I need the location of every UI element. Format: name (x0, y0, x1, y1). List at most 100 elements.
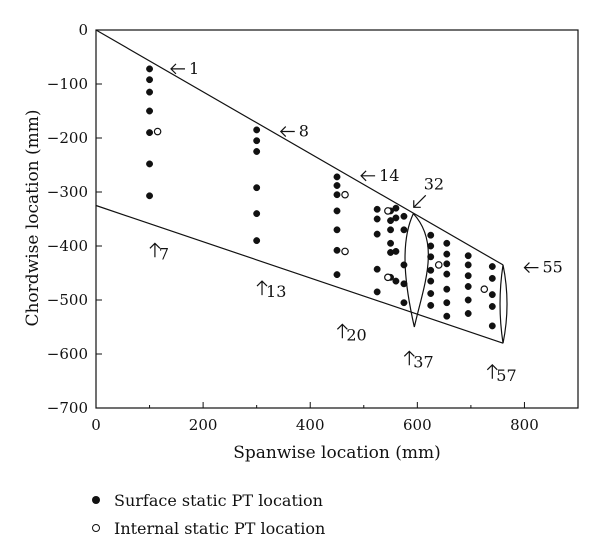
surface-static-point (443, 250, 451, 258)
annotation-label: 55 (542, 258, 562, 277)
annotation-label: 7 (159, 244, 169, 263)
surface-static-point (253, 210, 261, 218)
annotation-label: 8 (299, 122, 309, 141)
axes: 0 200 400 600 800 0 −100 −200 −300 −400 −500 −600 −7… (47, 21, 579, 434)
surface-static-point (146, 76, 154, 84)
internal-static-point (341, 190, 349, 199)
surface-static-point (443, 270, 451, 278)
surface-static-point (146, 88, 154, 96)
surface-static-point (443, 239, 451, 247)
surface-static-point (146, 160, 154, 168)
surface-static-point (427, 231, 435, 239)
x-tick-label: 0 (91, 416, 101, 434)
surface-static-point (146, 129, 154, 137)
surface-static-point (488, 263, 496, 270)
surface-static-point (488, 322, 496, 330)
surface-static-point (333, 271, 341, 279)
surface-static-point (333, 173, 341, 181)
x-axis-title: Spanwise location (mm) (233, 443, 440, 463)
annotation: 13 (256, 280, 286, 301)
internal-static-point (384, 207, 392, 215)
annotation-label: 57 (496, 366, 516, 385)
x-tick-label: 600 (403, 416, 432, 434)
data-points (146, 65, 496, 330)
surface-static-point (333, 207, 341, 215)
point-annotations: 1 8 14 32 55 7 13 20 37 57 (149, 59, 563, 385)
annotation-label: 13 (266, 282, 286, 301)
y-axis-title: Chordwise location (mm) (23, 109, 43, 326)
surface-static-point (400, 280, 408, 288)
plot-frame (95, 29, 579, 409)
tip-section-profile (499, 264, 508, 344)
surface-static-point (333, 226, 341, 234)
annotation: 7 (149, 242, 169, 263)
trailing-edge-line (95, 204, 504, 344)
open-circle-marker-icon (92, 524, 100, 532)
annotation-arrow (336, 323, 348, 339)
surface-static-point (464, 310, 472, 317)
filled-circle-marker-icon (92, 496, 100, 504)
legend: Surface static PT location Internal stat… (92, 486, 325, 542)
surface-static-point (392, 277, 400, 285)
surface-static-point (373, 205, 381, 213)
surface-static-point (253, 237, 261, 245)
surface-static-point (373, 215, 381, 223)
internal-static-point (480, 285, 489, 294)
internal-static-point (434, 261, 443, 269)
internal-static-point (153, 127, 162, 136)
annotation-label: 37 (413, 352, 433, 371)
surface-static-point (443, 312, 451, 320)
surface-static-point (464, 252, 472, 260)
mid-section-profile (404, 212, 429, 328)
annotation: 20 (336, 323, 367, 344)
internal-static-point (384, 273, 392, 282)
annotation-arrow (486, 363, 498, 379)
leading-edge-line (95, 29, 504, 266)
surface-static-point (464, 296, 472, 304)
surface-static-point (427, 253, 435, 261)
surface-static-point (387, 217, 395, 225)
y-tick-label: −200 (47, 129, 88, 147)
surface-static-point (253, 137, 261, 145)
annotation: 32 (413, 174, 444, 208)
surface-static-point (253, 126, 261, 134)
surface-static-point (464, 283, 472, 290)
surface-static-point (427, 301, 435, 309)
surface-static-point (373, 288, 381, 296)
annotation-arrow (523, 262, 539, 274)
y-tick-label: −700 (47, 399, 88, 417)
surface-static-point (373, 265, 381, 273)
y-tick-label: −500 (47, 291, 88, 309)
y-tick-label: 0 (78, 21, 88, 39)
annotation-arrow (149, 242, 161, 258)
legend-item-surface: Surface static PT location (92, 486, 325, 514)
annotation-arrow (279, 126, 295, 137)
annotation: 37 (403, 350, 434, 371)
surface-static-point (464, 261, 472, 269)
surface-static-point (146, 107, 154, 115)
surface-static-point (387, 239, 395, 247)
surface-static-point (427, 277, 435, 285)
surface-static-point (400, 226, 408, 234)
surface-static-point (464, 272, 472, 280)
surface-static-point (443, 285, 451, 293)
surface-static-point (333, 246, 341, 254)
x-tick-label: 800 (510, 416, 539, 434)
surface-static-point (333, 182, 341, 189)
surface-static-point (333, 191, 341, 199)
y-tick-label: −400 (47, 237, 88, 255)
surface-static-point (488, 291, 496, 299)
surface-static-point (373, 230, 381, 238)
legend-label-internal: Internal static PT location (114, 518, 326, 538)
surface-static-point (400, 261, 408, 269)
annotation: 14 (360, 166, 399, 185)
surface-static-point (443, 299, 451, 307)
annotation: 57 (486, 363, 517, 385)
surface-static-point (488, 274, 496, 282)
annotation-arrow (413, 194, 427, 208)
annotation-label: 32 (424, 174, 444, 193)
x-tick-label: 200 (189, 416, 218, 434)
surface-static-point (253, 184, 261, 192)
annotation-arrow (256, 280, 268, 296)
wing-planform-outline (95, 29, 508, 344)
